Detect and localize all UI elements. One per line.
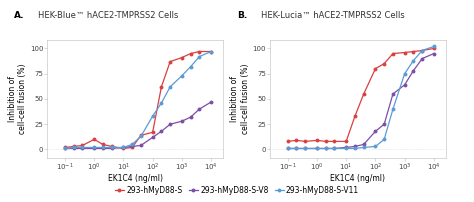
X-axis label: EK1C4 (ng/ml): EK1C4 (ng/ml) xyxy=(108,174,163,183)
Text: HEK-Lucia™ hACE2-TMPRSS2 Cells: HEK-Lucia™ hACE2-TMPRSS2 Cells xyxy=(261,11,404,20)
Text: B.: B. xyxy=(237,11,247,20)
Y-axis label: Inhibition of
cell-cell fusion (%): Inhibition of cell-cell fusion (%) xyxy=(230,64,250,134)
Text: A.: A. xyxy=(14,11,25,20)
X-axis label: EK1C4 (ng/ml): EK1C4 (ng/ml) xyxy=(330,174,385,183)
Y-axis label: Inhibition of
cell-cell fusion (%): Inhibition of cell-cell fusion (%) xyxy=(8,64,27,134)
Text: HEK-Blue™ hACE2-TMPRSS2 Cells: HEK-Blue™ hACE2-TMPRSS2 Cells xyxy=(38,11,178,20)
Legend: 293-hMyD88-S, 293-hMyD88-S-V8, 293-hMyD88-S-V11: 293-hMyD88-S, 293-hMyD88-S-V8, 293-hMyD8… xyxy=(112,183,362,198)
